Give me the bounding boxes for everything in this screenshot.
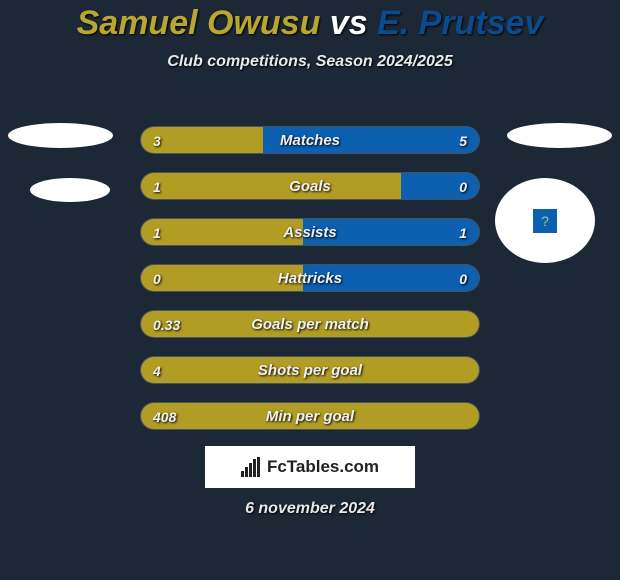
player1-name: Samuel Owusu: [77, 4, 321, 42]
attribution-badge[interactable]: FcTables.com: [205, 446, 415, 488]
stat-row: Min per goal408: [140, 402, 480, 430]
stat-row: Shots per goal4: [140, 356, 480, 384]
stat-row: Assists1 1: [140, 218, 480, 246]
comparison-subtitle: Club competitions, Season 2024/2025: [0, 53, 620, 71]
stat-row: Hattricks0 0: [140, 264, 480, 292]
stat-label: Matches: [141, 127, 479, 154]
stat-value-left: 0: [153, 265, 161, 292]
player1-avatar-ellipse: [8, 123, 113, 148]
stat-row: Matches3 5: [140, 126, 480, 154]
player1-shadow-ellipse: [30, 178, 110, 202]
attribution-text: FcTables.com: [267, 457, 379, 477]
stat-value-right: 5: [459, 127, 467, 154]
stat-label: Goals: [141, 173, 479, 200]
stat-row: Goals per match0.33: [140, 310, 480, 338]
stat-label: Goals per match: [141, 311, 479, 338]
stat-row: Goals1 0: [140, 172, 480, 200]
player2-avatar-ellipse: [507, 123, 612, 148]
stat-label: Shots per goal: [141, 357, 479, 384]
club-badge-icon: ?: [533, 209, 557, 233]
stat-value-right: 0: [459, 265, 467, 292]
stat-label: Hattricks: [141, 265, 479, 292]
stat-value-right: 1: [459, 219, 467, 246]
stat-label: Min per goal: [141, 403, 479, 430]
stat-value-left: 1: [153, 173, 161, 200]
snapshot-date: 6 november 2024: [0, 500, 620, 518]
comparison-bars: Matches35Goals10Assists11Hattricks00Goal…: [140, 126, 480, 448]
vs-separator: vs: [330, 4, 368, 42]
stat-value-left: 0.33: [153, 311, 180, 338]
stat-value-left: 1: [153, 219, 161, 246]
stat-label: Assists: [141, 219, 479, 246]
fctables-logo-icon: [241, 457, 263, 477]
player2-name: E. Prutsev: [377, 4, 543, 42]
stat-value-left: 408: [153, 403, 176, 430]
stat-value-right: 0: [459, 173, 467, 200]
stat-value-left: 3: [153, 127, 161, 154]
player2-club-badge: ?: [495, 178, 595, 263]
comparison-title: Samuel Owusu vs E. Prutsev: [0, 0, 620, 43]
stat-value-left: 4: [153, 357, 161, 384]
